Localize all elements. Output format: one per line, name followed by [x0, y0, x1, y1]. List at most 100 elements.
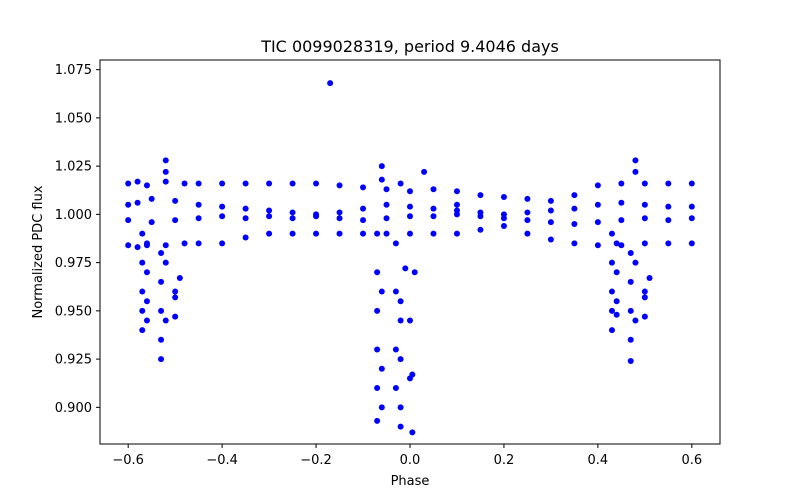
data-point [374, 417, 381, 424]
data-point [397, 180, 404, 187]
data-point [158, 278, 165, 285]
data-point [641, 240, 648, 247]
data-point [378, 365, 385, 372]
data-point [176, 275, 183, 282]
data-point [327, 80, 334, 87]
data-point [360, 230, 367, 237]
data-point [313, 213, 320, 220]
data-point [181, 180, 188, 187]
data-point [148, 219, 155, 226]
x-tick-label: 0.6 [681, 453, 702, 468]
data-point [139, 288, 146, 295]
data-point [421, 168, 428, 175]
data-point [289, 209, 296, 216]
data-point [374, 385, 381, 392]
data-point [688, 215, 695, 222]
data-point [608, 230, 615, 237]
data-point [632, 259, 639, 266]
data-point [360, 184, 367, 191]
data-point [374, 230, 381, 237]
data-point [360, 205, 367, 212]
data-point [397, 404, 404, 411]
data-point [547, 207, 554, 214]
data-point [608, 259, 615, 266]
data-point [618, 217, 625, 224]
data-point [336, 182, 343, 189]
data-point [242, 234, 249, 241]
data-point [547, 197, 554, 204]
data-point [402, 265, 409, 272]
data-point [571, 192, 578, 199]
data-point [125, 180, 132, 187]
data-point [195, 215, 202, 222]
data-point [430, 186, 437, 193]
data-point [397, 356, 404, 363]
data-point [148, 195, 155, 202]
data-point [134, 199, 141, 206]
y-tick-label: 1.025 [55, 160, 92, 175]
data-point [594, 219, 601, 226]
data-point [383, 215, 390, 222]
data-point [378, 176, 385, 183]
data-point [374, 346, 381, 353]
data-point [665, 203, 672, 210]
data-point [613, 269, 620, 276]
data-point [158, 307, 165, 314]
data-point [477, 213, 484, 220]
chart-title: TIC 0099028319, period 9.4046 days [260, 37, 559, 56]
data-point [500, 194, 507, 201]
data-point [383, 201, 390, 208]
data-point [608, 288, 615, 295]
data-point [172, 294, 179, 301]
data-point [158, 249, 165, 256]
data-point [627, 249, 634, 256]
data-point [407, 375, 413, 382]
data-point [453, 211, 460, 218]
data-point [430, 230, 437, 237]
y-tick-label: 1.000 [55, 208, 92, 223]
data-point [641, 180, 648, 187]
data-point [524, 209, 531, 216]
data-point [134, 178, 141, 185]
data-point [378, 288, 385, 295]
data-point [411, 269, 418, 276]
data-point [195, 240, 202, 247]
data-point [397, 317, 404, 324]
data-point [383, 230, 390, 237]
data-point [453, 201, 460, 208]
data-point [641, 215, 648, 222]
data-point [571, 240, 578, 247]
data-point [632, 317, 639, 324]
data-point [162, 242, 169, 249]
data-point [378, 163, 385, 170]
data-point [374, 269, 381, 276]
data-point [143, 182, 150, 189]
y-tick-label: 1.075 [55, 63, 92, 78]
y-tick-label: 1.050 [55, 111, 92, 126]
data-point [632, 168, 639, 175]
data-point [289, 180, 296, 187]
data-point [407, 188, 413, 195]
data-point [266, 207, 273, 214]
data-point [266, 180, 273, 187]
data-point [242, 215, 249, 222]
data-point [453, 230, 460, 237]
data-point [336, 209, 343, 216]
data-point [162, 178, 169, 185]
data-point [665, 180, 672, 187]
data-point [477, 192, 484, 199]
data-point [158, 356, 165, 363]
data-point [688, 203, 695, 210]
data-point [219, 213, 226, 220]
data-point [139, 307, 146, 314]
data-point [407, 203, 413, 210]
data-point [195, 201, 202, 208]
data-point [139, 259, 146, 266]
data-point [618, 242, 625, 249]
y-tick-label: 0.925 [55, 353, 92, 368]
data-point [125, 242, 132, 249]
x-axis-label: Phase [391, 474, 430, 489]
y-tick-label: 0.975 [55, 256, 92, 271]
data-point [594, 182, 601, 189]
data-point [392, 346, 399, 353]
